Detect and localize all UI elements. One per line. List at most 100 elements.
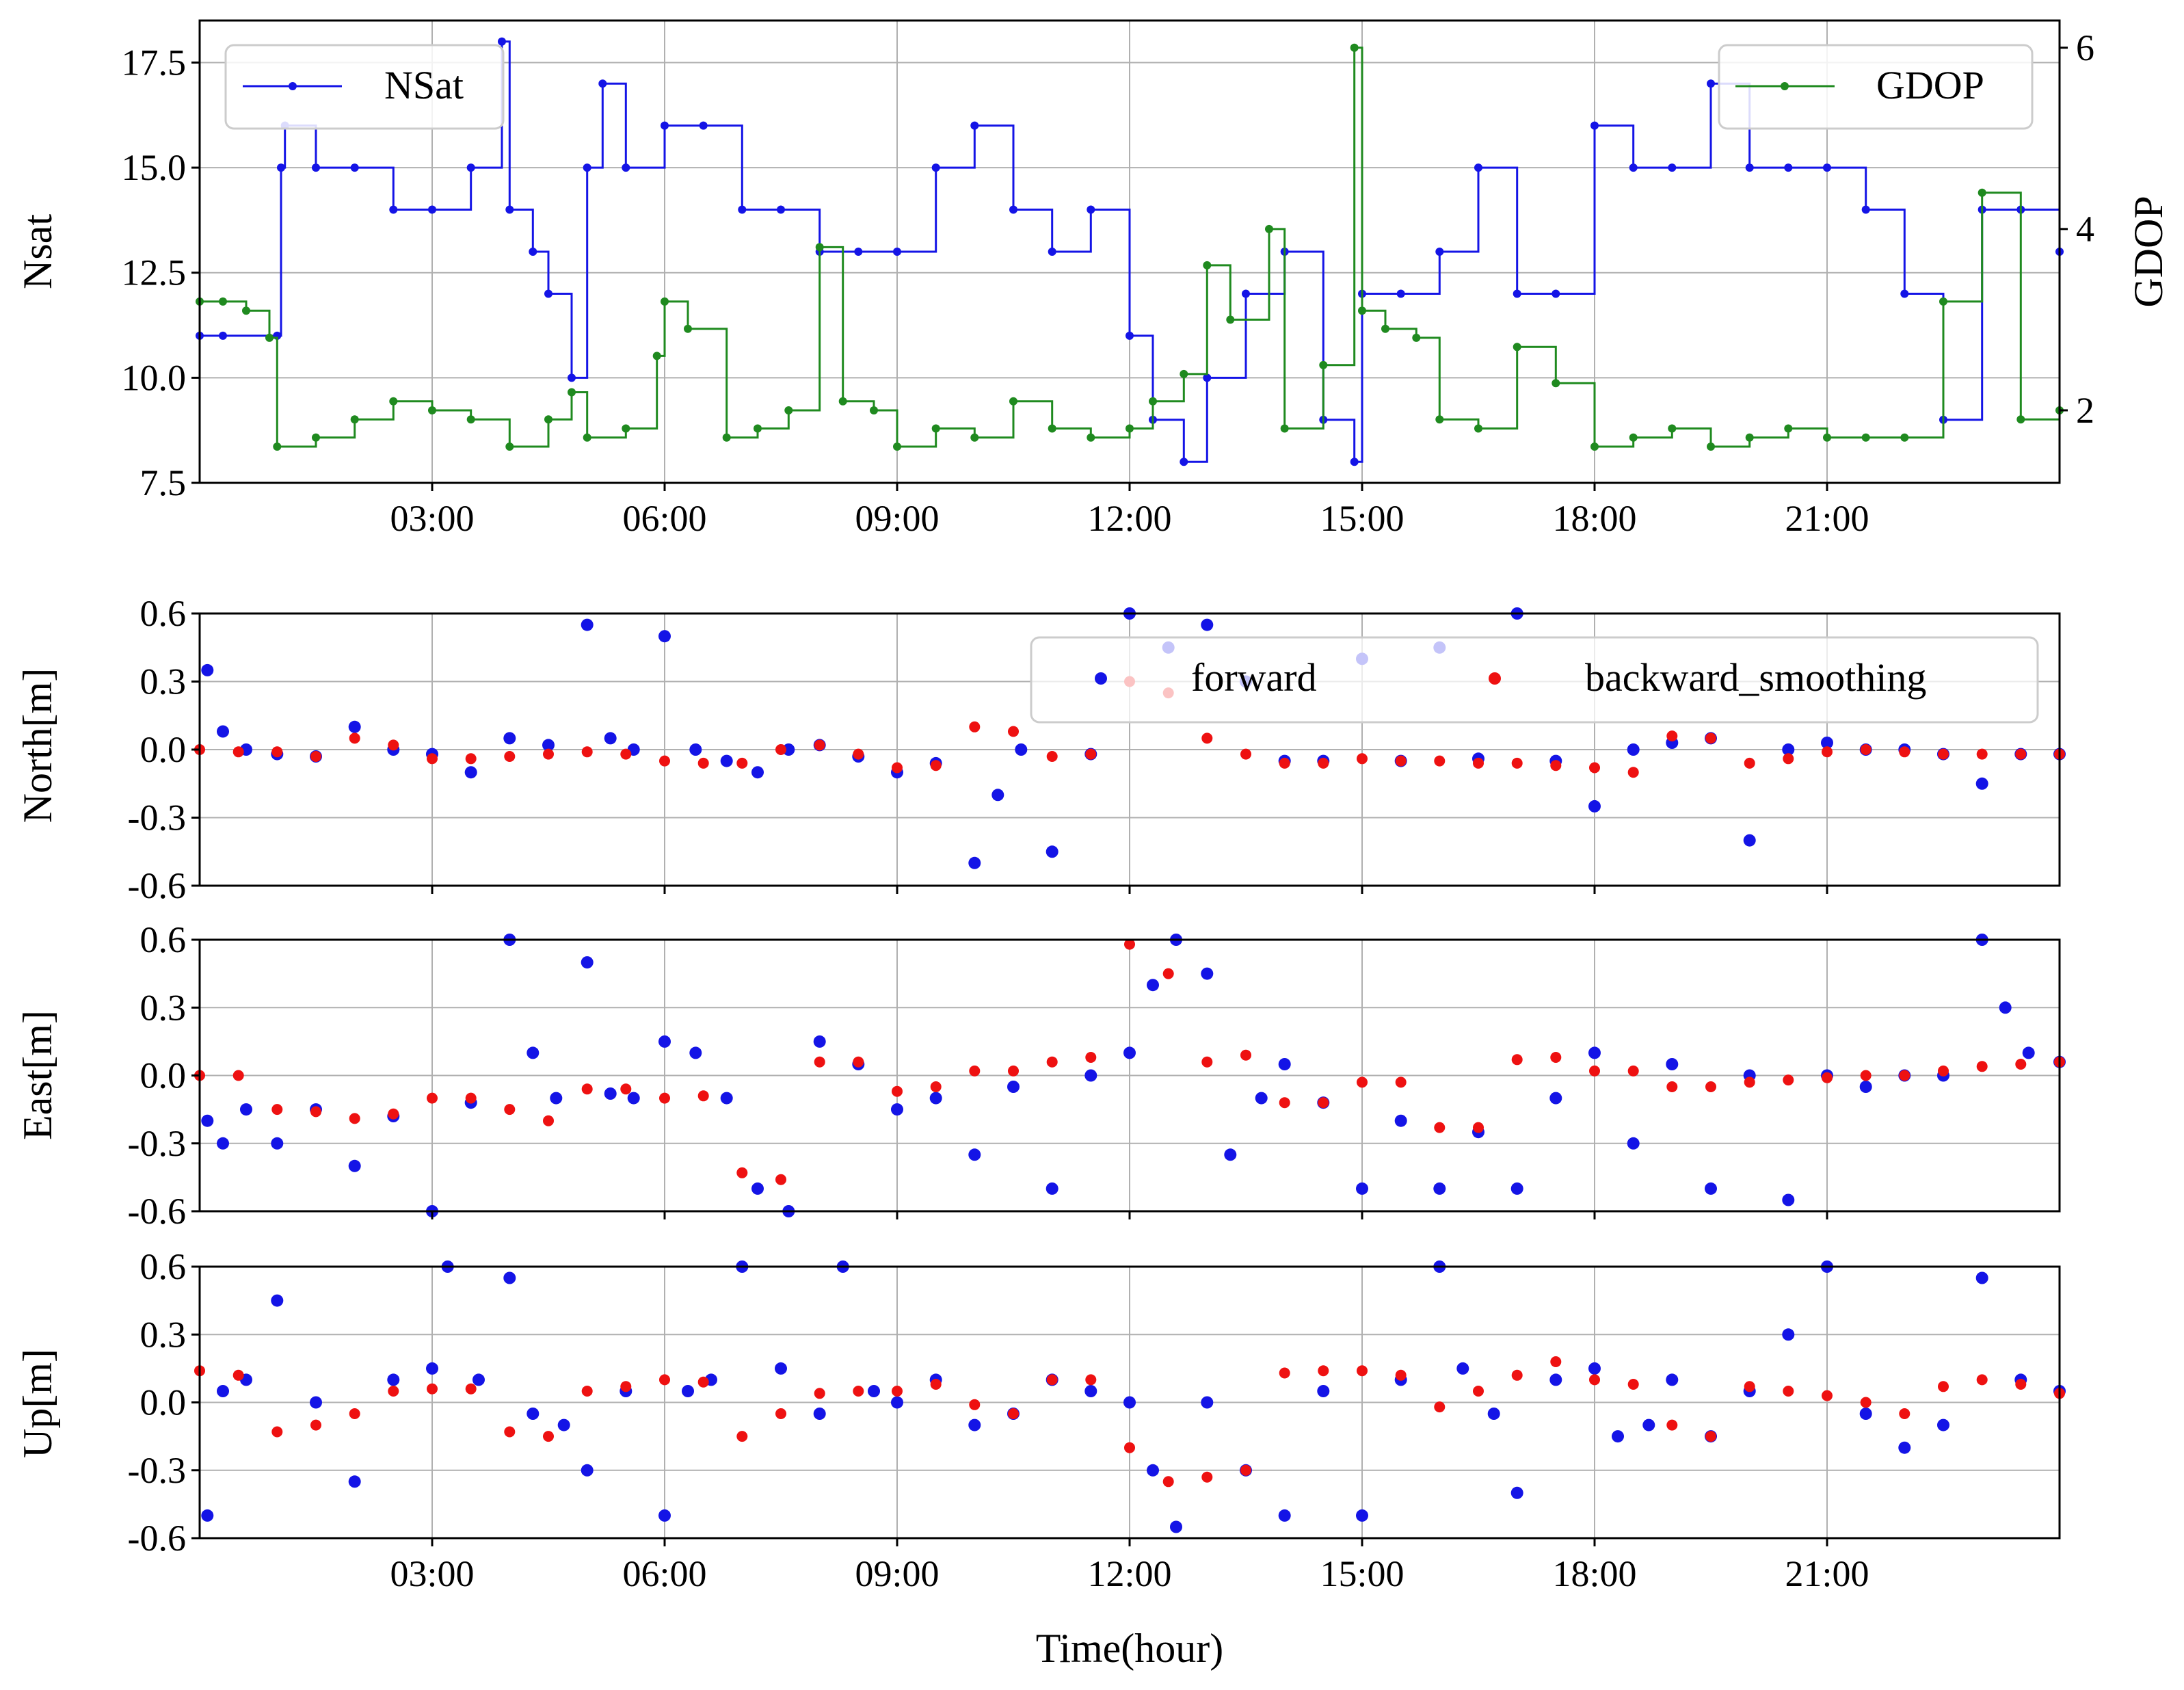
data-point-backward-smoothing [697, 1376, 709, 1388]
data-point-gdop [428, 406, 436, 414]
data-point-backward-smoothing [853, 1386, 864, 1397]
data-point-nsat [583, 163, 591, 172]
data-point-forward [991, 789, 1004, 802]
data-point-gdop [312, 433, 320, 442]
data-point-backward-smoothing [232, 1070, 244, 1081]
data-point-backward-smoothing [930, 1081, 942, 1092]
x-tick-label: 09:00 [855, 498, 939, 539]
data-point-forward [2022, 1046, 2035, 1059]
data-point-backward-smoothing [1976, 1374, 1988, 1386]
data-point-backward-smoothing [388, 1108, 399, 1120]
data-point-forward [1666, 1373, 1679, 1386]
data-point-forward [1549, 1373, 1562, 1386]
data-point-forward [1588, 1362, 1601, 1375]
y-tick-label: 0.6 [140, 1246, 187, 1287]
data-point-backward-smoothing [1976, 748, 1988, 760]
data-point-forward [348, 1159, 361, 1172]
data-point-backward-smoothing [504, 1104, 516, 1115]
data-point-backward-smoothing [504, 1426, 516, 1438]
data-point-forward [240, 1103, 252, 1116]
data-point-forward [426, 1362, 438, 1375]
data-point-forward [1278, 1058, 1291, 1070]
data-point-gdop [1358, 306, 1366, 315]
data-point-backward-smoothing [1240, 1464, 1251, 1476]
data-point-gdop [661, 297, 669, 306]
data-point-gdop [1149, 397, 1157, 406]
up-ylabel: Up[m] [15, 1349, 60, 1458]
backward-legend-label: backward_smoothing [1585, 655, 1926, 700]
data-point-gdop [684, 324, 692, 333]
y-tick-label: 0.3 [140, 661, 187, 702]
data-point-backward-smoothing [1938, 748, 1949, 760]
data-point-backward-smoothing [1511, 1054, 1523, 1066]
data-point-forward [751, 766, 764, 779]
data-point-forward [217, 1137, 229, 1150]
y-tick-label: 10.0 [122, 357, 187, 398]
y-tick-label: -0.3 [128, 1450, 186, 1491]
data-point-backward-smoothing [1511, 1369, 1523, 1381]
y-tick-label: 12.5 [122, 252, 187, 293]
x-tick-label: 12:00 [1087, 498, 1171, 539]
data-point-backward-smoothing [1666, 730, 1678, 742]
data-point-backward-smoothing [1008, 1408, 1019, 1419]
data-point-forward [782, 743, 795, 756]
data-point-forward [868, 1385, 880, 1397]
east-yticks: 0.6 0.3 0.0 -0.3 -0.6 [128, 919, 200, 1232]
y-tick-label: 0.3 [140, 987, 187, 1028]
data-point-forward [201, 663, 214, 676]
forward-legend-marker [1095, 672, 1107, 685]
data-point-forward [464, 766, 477, 779]
y-tick-label: -0.3 [128, 1123, 186, 1164]
data-point-backward-smoothing [1822, 1390, 1833, 1401]
data-point-backward-smoothing [853, 748, 864, 760]
data-point-backward-smoothing [1162, 968, 1174, 979]
data-point-gdop [505, 443, 514, 451]
data-point-forward [1859, 1081, 1872, 1093]
data-point-forward [472, 1373, 485, 1386]
data-point-backward-smoothing [892, 1085, 903, 1097]
data-point-forward [503, 1271, 516, 1284]
data-point-backward-smoothing [853, 1056, 864, 1068]
up-xticks: 03:00 06:00 09:00 12:00 15:00 18:00 21:00 [390, 1538, 1869, 1594]
data-point-gdop [1087, 433, 1095, 442]
data-point-backward-smoothing [1240, 1049, 1251, 1061]
data-point-backward-smoothing [543, 1115, 554, 1126]
data-point-forward [542, 739, 555, 752]
data-point-backward-smoothing [1666, 1419, 1678, 1431]
x-tick-label: 06:00 [622, 1553, 706, 1594]
data-point-nsat [931, 163, 940, 172]
up-marks [194, 1260, 2066, 1533]
data-point-backward-smoothing [659, 755, 670, 767]
data-point-backward-smoothing [1550, 1052, 1562, 1063]
data-point-nsat [544, 289, 552, 298]
data-point-backward-smoothing [1589, 1374, 1600, 1386]
data-point-forward [1147, 1464, 1159, 1477]
data-point-gdop [1707, 443, 1715, 451]
data-point-nsat [970, 121, 979, 130]
data-point-forward [217, 1385, 229, 1397]
data-point-gdop [1939, 297, 1947, 306]
data-point-backward-smoothing [1783, 753, 1794, 765]
data-point-backward-smoothing [388, 739, 399, 751]
y-tick-label: 0.6 [140, 919, 187, 960]
data-point-nsat [1048, 248, 1056, 256]
data-point-backward-smoothing [1783, 1074, 1794, 1086]
data-point-gdop [1823, 433, 1831, 442]
data-point-backward-smoothing [1899, 1408, 1910, 1419]
y-tick-label: 7.5 [140, 462, 187, 503]
data-point-backward-smoothing [1860, 1070, 1872, 1081]
data-point-backward-smoothing [775, 1174, 786, 1185]
data-point-forward [1201, 618, 1214, 631]
data-point-forward [1666, 1058, 1679, 1070]
data-point-gdop [1126, 424, 1134, 433]
data-point-nsat [1513, 289, 1521, 298]
nsat-legend: NSat [224, 44, 505, 130]
up-yticks: 0.6 0.3 0.0 -0.3 -0.6 [128, 1246, 200, 1559]
data-point-forward [527, 1046, 540, 1059]
data-point-gdop [1629, 433, 1638, 442]
data-point-nsat [598, 79, 607, 88]
y-right-tick-label: 2 [2076, 390, 2094, 431]
data-point-backward-smoothing [581, 1083, 593, 1095]
data-point-gdop [652, 352, 661, 360]
data-point-forward [720, 1092, 733, 1105]
